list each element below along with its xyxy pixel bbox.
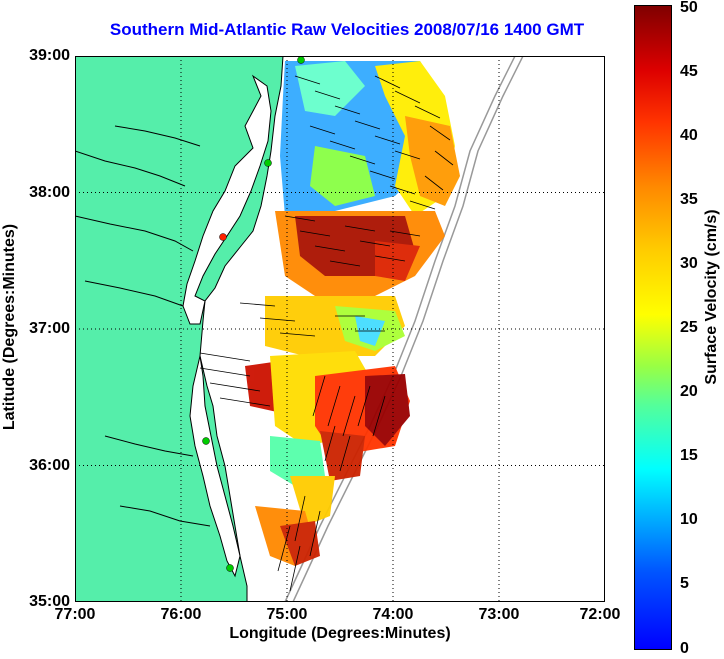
colorbar-tick-label: 20: [680, 383, 698, 400]
x-tick-label: 76:00: [160, 606, 202, 623]
bay-water: [182, 74, 272, 325]
bathymetry-contour: [292, 56, 524, 602]
river: [119, 505, 211, 527]
station-marker: [226, 564, 234, 572]
colorbar-tick-label: 10: [680, 511, 698, 528]
colorbar: [634, 5, 672, 650]
y-tick-label: 35:00: [29, 593, 70, 610]
y-tick-label: 37:00: [29, 320, 70, 337]
colorbar-tick-label: 40: [680, 127, 698, 144]
x-tick-label: 77:00: [54, 606, 96, 623]
colorbar-tick-label: 25: [680, 319, 698, 336]
y-tick-label: 36:00: [29, 457, 70, 474]
colorbar-tick-label: 15: [680, 447, 698, 464]
x-tick-label: 73:00: [478, 606, 520, 623]
y-tick-label: 39:00: [29, 47, 70, 64]
chart-title: Southern Mid-Atlantic Raw Velocities 200…: [109, 20, 585, 39]
velocity-vectors: [199, 75, 454, 592]
map-canvas: [75, 56, 605, 602]
river: [84, 280, 184, 307]
x-tick-label: 75:00: [266, 606, 308, 623]
map-border: [75, 56, 605, 602]
colorbar-label: Surface Velocity (cm/s): [703, 209, 720, 385]
colorbar-tick-label: 0: [680, 640, 689, 657]
river: [75, 150, 186, 187]
x-axis-label: Longitude (Degrees:Minutes): [229, 625, 451, 642]
station-marker: [202, 437, 210, 445]
station-marker: [264, 159, 272, 167]
grid-lines: [75, 56, 605, 602]
map-plot-area: [75, 56, 605, 602]
colorbar-tick-label: 35: [680, 191, 698, 208]
y-axis-label: Latitude (Degrees:Minutes): [1, 223, 18, 431]
colorbar-tick-label: 45: [680, 63, 698, 80]
velocity-field: [245, 61, 460, 566]
y-tick-label: 38:00: [29, 184, 70, 201]
river: [114, 125, 201, 147]
river: [104, 435, 194, 457]
station-marker: [297, 56, 305, 64]
station-marker: [219, 233, 227, 241]
colorbar-tick-label: 50: [680, 0, 698, 16]
x-tick-label: 72:00: [579, 606, 621, 623]
colorbar-tick-label: 30: [680, 255, 698, 272]
colorbar-tick-label: 5: [680, 575, 689, 592]
x-tick-label: 74:00: [372, 606, 414, 623]
